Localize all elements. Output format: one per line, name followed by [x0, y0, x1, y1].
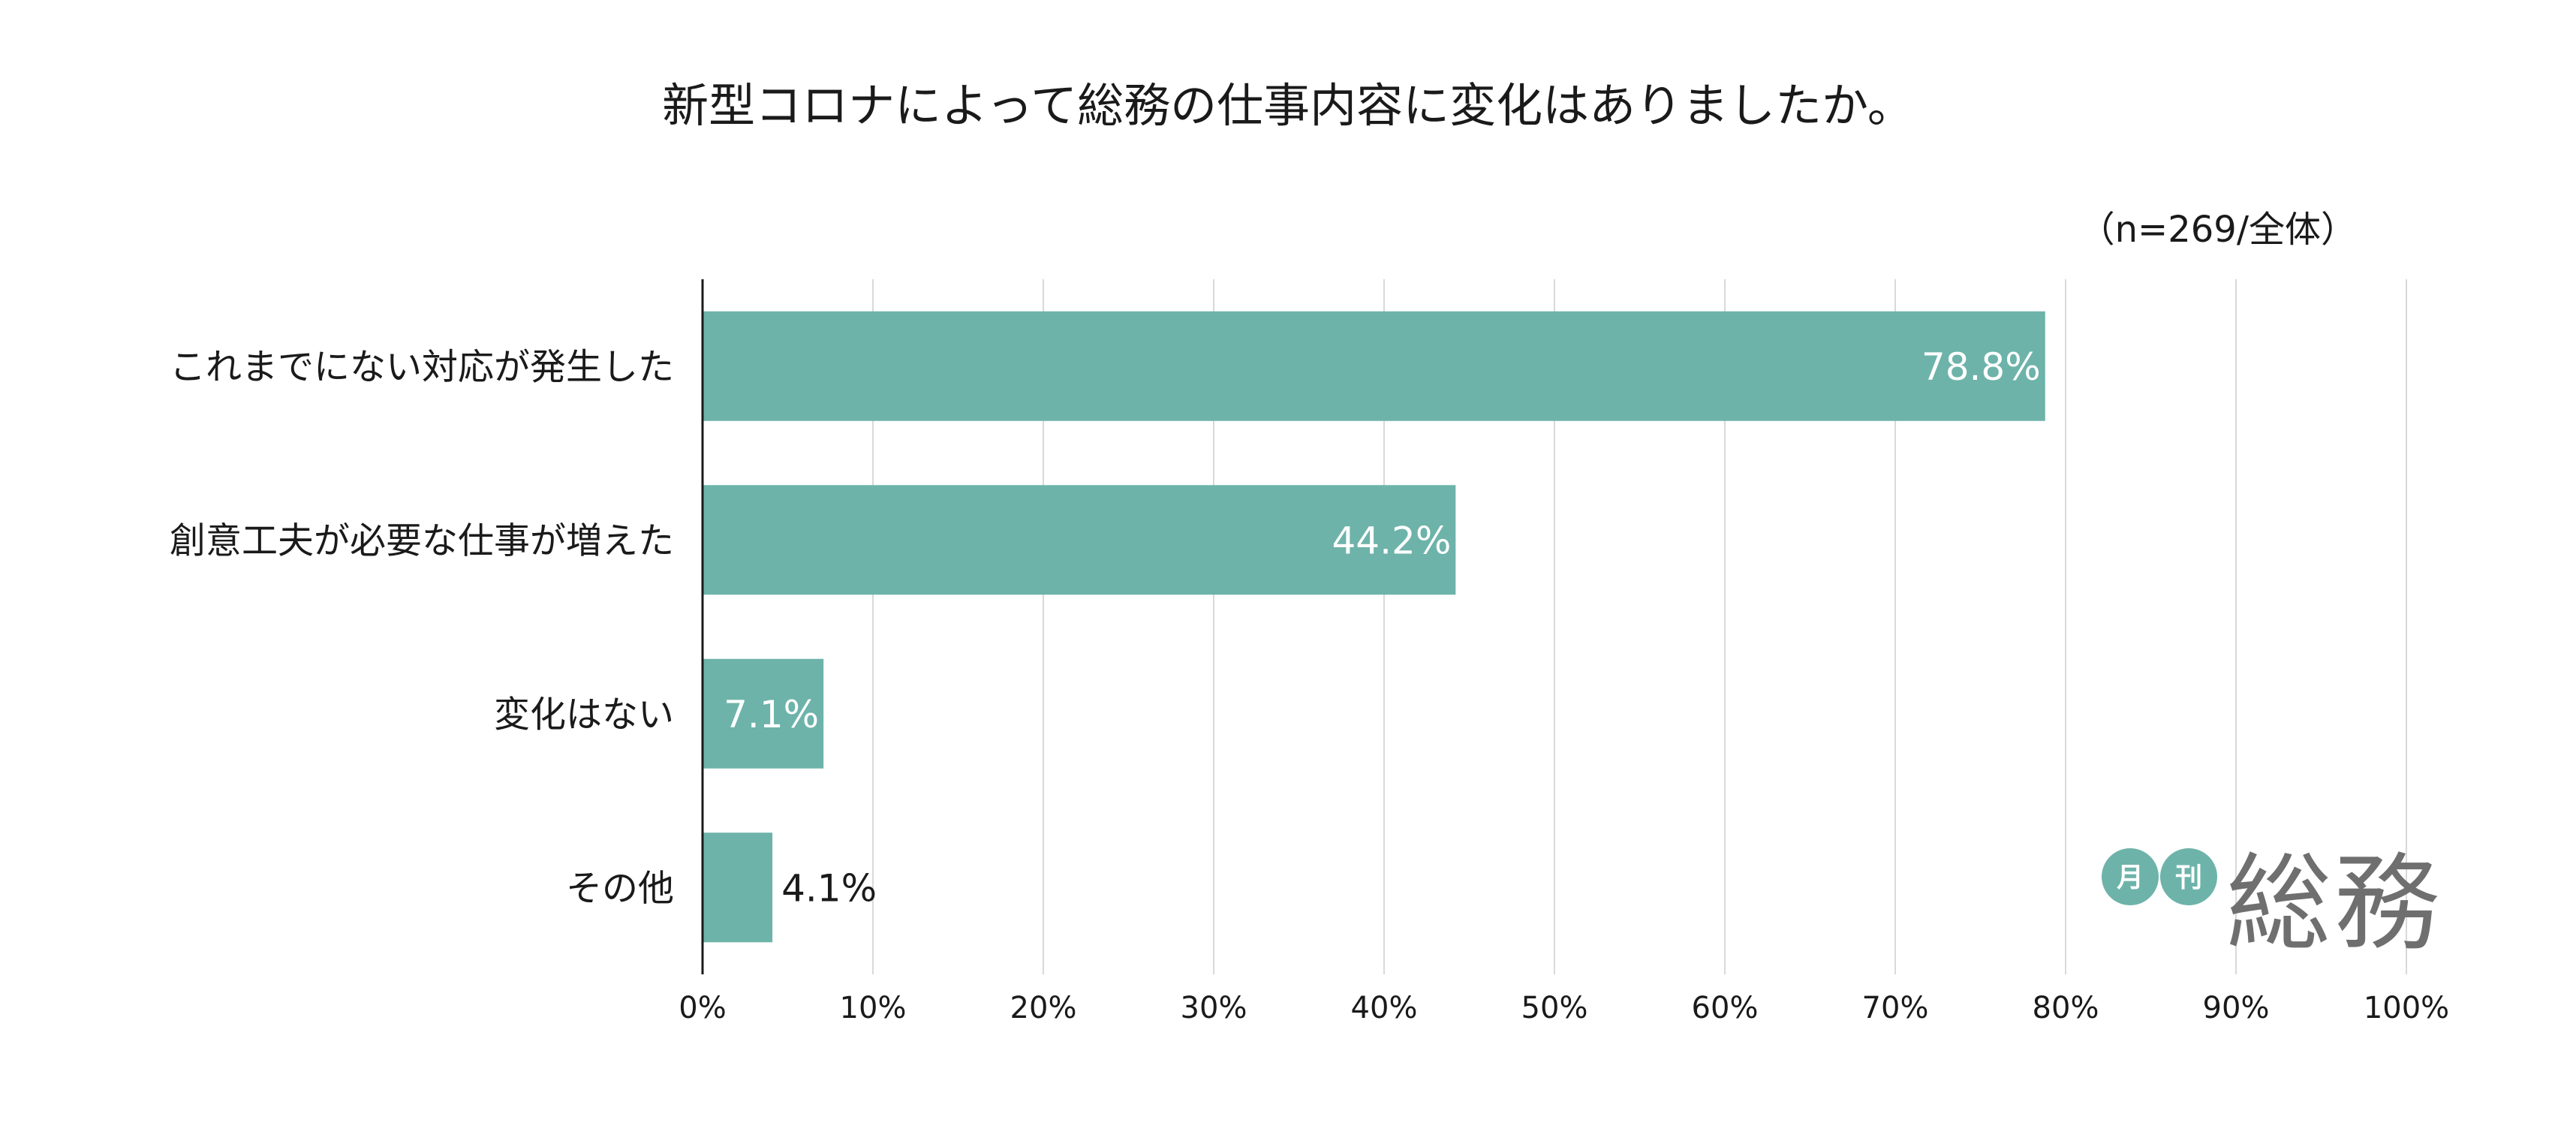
x-tick-labels: 0% 10% 20% 30% 40% 50% 60% 70% 80% 90% 100% — [679, 991, 2449, 1025]
logo: 月 刊 総務 — [2102, 843, 2442, 965]
value-label: 4.1% — [781, 866, 877, 910]
logo-word: 総務 — [2226, 843, 2442, 965]
category-label: 変化はない — [494, 694, 674, 736]
value-label: 44.2% — [1332, 519, 1451, 562]
x-tick-label: 60% — [1692, 991, 1759, 1025]
x-tick-label: 20% — [1010, 991, 1077, 1025]
logo-badge-1: 月 — [2117, 863, 2144, 893]
x-tick-label: 0% — [679, 991, 726, 1025]
category-label: 創意工夫が必要な仕事が増えた — [170, 519, 674, 561]
logo-badge-circle-1 — [2102, 848, 2159, 905]
x-tick-label: 50% — [1521, 991, 1588, 1025]
sample-note: （n=269/全体） — [2079, 209, 2357, 251]
x-tick-label: 100% — [2364, 991, 2449, 1025]
category-label: これまでにない対応が発生した — [170, 346, 674, 388]
bars — [703, 311, 2045, 943]
x-tick-label: 40% — [1351, 991, 1418, 1025]
logo-badge-circle-2 — [2160, 848, 2217, 905]
bar — [703, 832, 773, 943]
bar — [703, 658, 824, 769]
x-tick-label: 80% — [2033, 991, 2099, 1025]
x-tick-label: 10% — [840, 991, 907, 1025]
bar — [703, 311, 2045, 421]
bar — [703, 485, 1456, 595]
value-labels: 78.8% 44.2% 7.1% 4.1% — [724, 345, 2041, 911]
value-label: 7.1% — [724, 693, 819, 736]
x-tick-label: 90% — [2203, 991, 2270, 1025]
x-tick-label: 30% — [1181, 991, 1247, 1025]
x-tick-label: 70% — [1862, 991, 1929, 1025]
chart-title: 新型コロナによって総務の仕事内容に変化はありましたか。 — [662, 78, 1914, 133]
category-label: その他 — [566, 867, 674, 909]
logo-badge-2: 刊 — [2175, 863, 2202, 893]
value-label: 78.8% — [1921, 345, 2041, 389]
